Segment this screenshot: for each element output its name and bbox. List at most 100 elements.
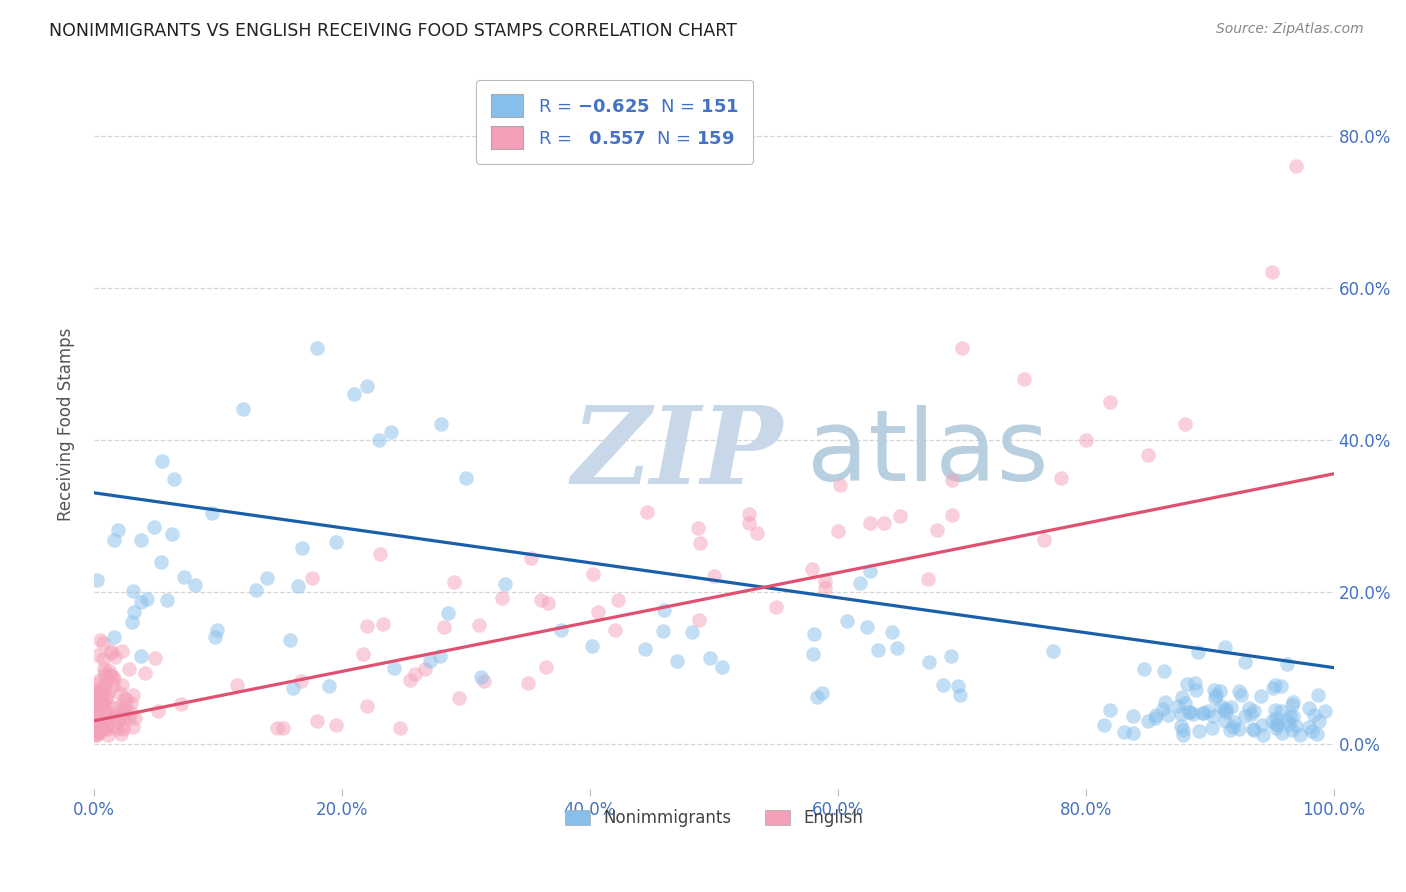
Point [856,620,879,634]
Point [112,706,135,720]
Point [1227,722,1250,736]
Point [156,593,179,607]
Point [1288,728,1310,742]
Point [1152,701,1174,715]
Point [1202,708,1225,723]
Point [1012,372,1035,386]
Point [1173,728,1195,742]
Point [1243,723,1265,737]
Point [1277,657,1299,671]
Point [115,692,138,706]
Point [84,691,107,706]
Point [111,702,134,716]
Point [368,433,391,447]
Point [150,453,173,467]
Point [932,678,955,692]
Point [1114,724,1136,739]
Point [111,644,134,658]
Point [103,630,125,644]
Point [97,664,120,678]
Point [404,667,426,681]
Point [550,624,572,638]
Point [1213,714,1236,728]
Point [124,710,146,724]
Point [1282,708,1305,723]
Point [1220,700,1243,714]
Point [356,379,378,393]
Point [86,574,108,588]
Point [529,592,551,607]
Text: Source: ZipAtlas.com: Source: ZipAtlas.com [1216,22,1364,37]
Point [122,688,145,702]
Point [468,618,491,632]
Point [162,526,184,541]
Point [886,641,908,656]
Point [94,721,117,735]
Point [859,565,882,579]
Point [96,706,118,720]
Point [94,690,117,704]
Point [110,727,132,741]
Point [443,574,465,589]
Point [278,632,301,647]
Point [89,698,111,712]
Point [96,717,118,731]
Point [1153,664,1175,678]
Point [122,605,145,619]
Point [98,710,121,724]
Point [837,614,859,628]
Point [939,648,962,663]
Point [516,675,538,690]
Point [1092,718,1115,732]
Point [1192,706,1215,720]
Point [1099,394,1122,409]
Point [1182,707,1205,722]
Point [1204,682,1226,697]
Point [225,678,247,692]
Point [949,688,972,702]
Point [686,521,709,535]
Point [83,699,105,714]
Point [1282,695,1305,709]
Point [149,555,172,569]
Point [83,716,105,731]
Point [1170,690,1192,704]
Point [94,708,117,723]
Point [801,647,824,661]
Point [143,651,166,665]
Point [256,571,278,585]
Point [1204,691,1226,706]
Point [371,617,394,632]
Point [83,713,105,727]
Point [581,566,603,581]
Point [472,673,495,688]
Point [111,719,134,733]
Point [1074,433,1097,447]
Point [111,723,134,737]
Point [201,506,224,520]
Point [1187,644,1209,658]
Point [491,591,513,605]
Point [93,679,115,693]
Point [1170,719,1192,733]
Point [873,516,896,531]
Point [1188,723,1211,738]
Point [765,599,787,614]
Point [89,685,111,699]
Point [882,624,904,639]
Point [1175,677,1198,691]
Point [122,720,145,734]
Point [111,678,134,692]
Point [86,708,108,723]
Point [87,710,110,724]
Point [1278,717,1301,731]
Point [946,679,969,693]
Point [1174,696,1197,710]
Point [1301,724,1323,739]
Point [1032,533,1054,547]
Point [1136,448,1159,462]
Point [1298,719,1320,733]
Point [93,666,115,681]
Point [120,696,142,710]
Point [681,624,703,639]
